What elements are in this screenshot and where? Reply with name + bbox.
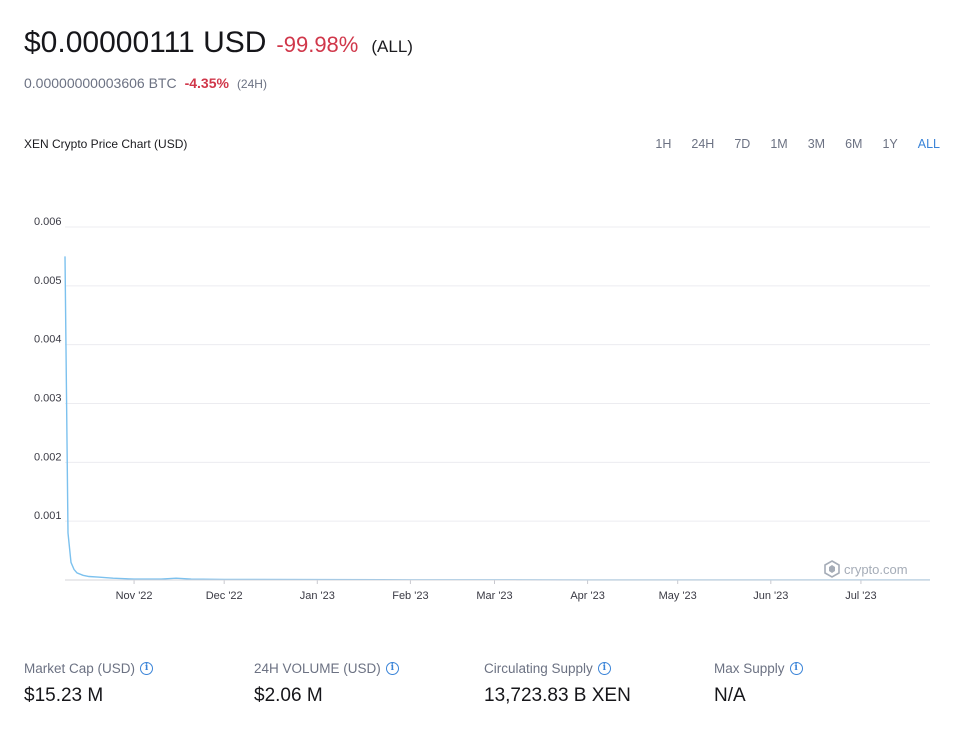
- info-icon[interactable]: i: [385, 662, 399, 675]
- price-line: [64, 256, 930, 581]
- btc-change-percent: -4.35%: [184, 75, 229, 91]
- stat-label: Market Cap (USD): [24, 661, 136, 676]
- price-header: $0.00000111 USD -99.98% (ALL): [24, 26, 413, 60]
- btc-price: 0.00000000003606 BTC: [24, 75, 177, 91]
- stat-market-cap: Market Cap (USD) i $15.23 M: [24, 661, 254, 707]
- x-tick-label: Jul '23: [845, 590, 876, 602]
- stat-value: $2.06 M: [254, 685, 323, 706]
- stat-value: N/A: [714, 685, 746, 706]
- x-tick-label: Apr '23: [570, 590, 605, 602]
- range-tabs: 1H 24H 7D 1M 3M 6M 1Y ALL: [635, 137, 940, 151]
- y-tick-label: 0.003: [34, 393, 62, 405]
- info-icon[interactable]: i: [789, 662, 803, 675]
- btc-change-period: (24H): [236, 77, 267, 91]
- usd-change-percent: -99.98%: [276, 32, 359, 57]
- range-tab-3m[interactable]: 3M: [807, 137, 826, 151]
- range-tab-7d[interactable]: 7D: [734, 137, 751, 151]
- stats-row: Market Cap (USD) i $15.23 M 24H VOLUME (…: [24, 661, 944, 707]
- x-tick-label: Dec '22: [206, 590, 243, 602]
- stat-max-supply: Max Supply i N/A: [714, 661, 944, 707]
- range-tab-1y[interactable]: 1Y: [882, 137, 898, 151]
- x-tick-label: May '23: [659, 590, 697, 602]
- range-tab-24h[interactable]: 24H: [691, 137, 715, 151]
- y-tick-label: 0.006: [34, 216, 62, 228]
- range-tab-6m[interactable]: 6M: [845, 137, 863, 151]
- x-tick-label: Feb '23: [392, 590, 428, 602]
- chart-grid: [65, 226, 930, 522]
- watermark-text: crypto.com: [844, 561, 908, 577]
- price-chart[interactable]: 0.006 0.005 0.004 0.003 0.002 0.001 Nov '22 De…: [0, 200, 964, 620]
- usd-change-period: (ALL): [371, 37, 413, 56]
- info-icon[interactable]: i: [597, 662, 611, 675]
- y-axis-labels: 0.006 0.005 0.004 0.003 0.002 0.001: [34, 216, 62, 522]
- range-tab-all[interactable]: ALL: [917, 137, 940, 151]
- stat-circulating-supply: Circulating Supply i 13,723.83 B XEN: [484, 661, 714, 707]
- y-tick-label: 0.004: [34, 334, 62, 346]
- stat-24h-volume: 24H VOLUME (USD) i $2.06 M: [254, 661, 484, 707]
- stat-value: $15.23 M: [24, 685, 104, 706]
- stat-label: Circulating Supply: [484, 661, 593, 676]
- x-tick-label: Jun '23: [753, 590, 788, 602]
- x-tick-label: Mar '23: [476, 590, 512, 602]
- btc-price-row: 0.00000000003606 BTC -4.35% (24H): [24, 75, 267, 91]
- y-tick-label: 0.001: [34, 510, 62, 522]
- usd-price: $0.00000111 USD: [24, 26, 267, 59]
- chart-title: XEN Crypto Price Chart (USD): [24, 137, 188, 151]
- info-icon[interactable]: i: [140, 662, 154, 675]
- y-tick-label: 0.002: [34, 451, 62, 463]
- stat-value: 13,723.83 B XEN: [484, 685, 631, 706]
- range-tab-1h[interactable]: 1H: [655, 137, 672, 151]
- range-tab-1m[interactable]: 1M: [770, 137, 788, 151]
- watermark: crypto.com: [824, 560, 908, 578]
- x-tick-label: Nov '22: [116, 590, 153, 602]
- stat-label: Max Supply: [714, 661, 785, 676]
- x-axis-labels: Nov '22 Dec '22 Jan '23 Feb '23 Mar '23 Apr '…: [116, 580, 877, 602]
- x-tick-label: Jan '23: [300, 590, 335, 602]
- y-tick-label: 0.005: [34, 275, 62, 287]
- stat-label: 24H VOLUME (USD): [254, 661, 381, 676]
- crypto-com-logo-icon: [824, 560, 840, 578]
